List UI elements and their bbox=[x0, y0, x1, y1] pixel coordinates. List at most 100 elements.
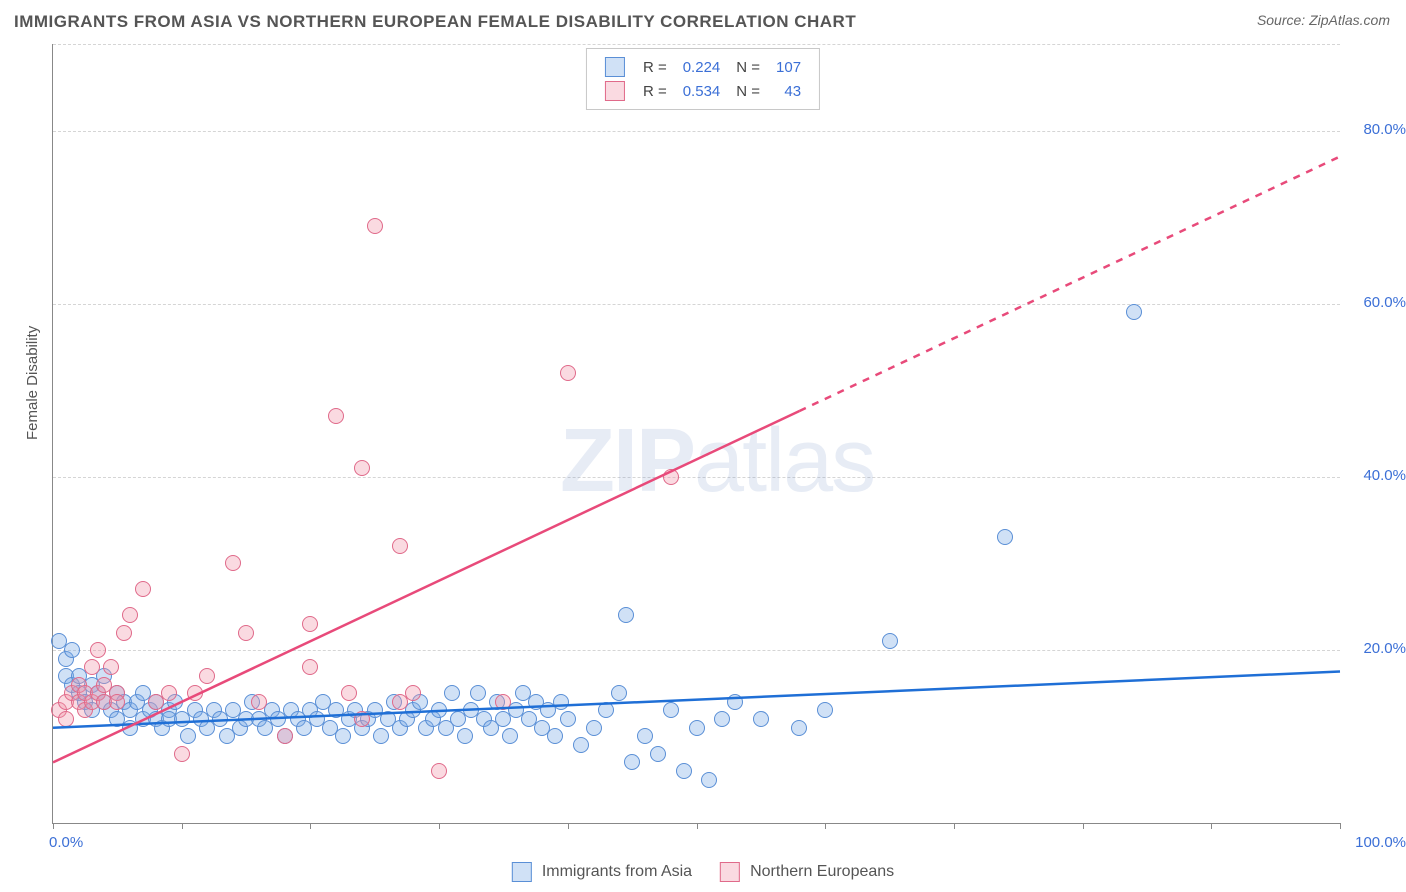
x-tick-mark bbox=[182, 823, 183, 829]
data-point bbox=[135, 581, 151, 597]
x-tick-label: 100.0% bbox=[1355, 834, 1406, 851]
legend-swatch bbox=[605, 81, 625, 101]
n-value: 43 bbox=[768, 79, 809, 103]
x-tick-mark bbox=[1083, 823, 1084, 829]
data-point bbox=[663, 702, 679, 718]
data-point bbox=[373, 728, 389, 744]
data-point bbox=[882, 633, 898, 649]
data-point bbox=[676, 763, 692, 779]
x-tick-mark bbox=[1211, 823, 1212, 829]
data-point bbox=[109, 694, 125, 710]
data-point bbox=[354, 460, 370, 476]
data-point bbox=[618, 607, 634, 623]
data-point bbox=[753, 711, 769, 727]
data-point bbox=[611, 685, 627, 701]
legend-row: R =0.534N =43 bbox=[597, 79, 809, 103]
data-point bbox=[58, 711, 74, 727]
data-point bbox=[187, 685, 203, 701]
source-citation: Source: ZipAtlas.com bbox=[1257, 12, 1390, 28]
scatter-plot-area: 20.0%40.0%60.0%80.0%0.0%100.0% bbox=[52, 44, 1340, 824]
data-point bbox=[116, 625, 132, 641]
x-tick-mark bbox=[568, 823, 569, 829]
correlation-legend: R =0.224N =107R =0.534N =43 bbox=[586, 48, 820, 110]
legend-item: Immigrants from Asia bbox=[512, 862, 692, 882]
data-point bbox=[547, 728, 563, 744]
x-tick-mark bbox=[825, 823, 826, 829]
source-label: Source: bbox=[1257, 12, 1305, 28]
data-point bbox=[997, 529, 1013, 545]
gridline bbox=[53, 44, 1340, 45]
data-point bbox=[161, 685, 177, 701]
x-tick-mark bbox=[310, 823, 311, 829]
data-point bbox=[103, 659, 119, 675]
gridline bbox=[53, 650, 1340, 651]
data-point bbox=[341, 685, 357, 701]
legend-swatch bbox=[720, 862, 740, 882]
legend-item: Northern Europeans bbox=[720, 862, 894, 882]
gridline bbox=[53, 477, 1340, 478]
data-point bbox=[251, 694, 267, 710]
data-point bbox=[714, 711, 730, 727]
data-point bbox=[90, 642, 106, 658]
data-point bbox=[392, 538, 408, 554]
data-point bbox=[560, 711, 576, 727]
x-tick-mark bbox=[954, 823, 955, 829]
data-point bbox=[502, 728, 518, 744]
y-tick-label: 40.0% bbox=[1363, 467, 1406, 484]
legend-row: R = 0.224 N = 107 bbox=[597, 55, 809, 79]
x-tick-mark bbox=[1340, 823, 1341, 829]
stat-label: N = bbox=[736, 83, 760, 100]
correlation-table: R =0.224N =107R =0.534N =43 bbox=[597, 55, 809, 103]
legend-label: Immigrants from Asia bbox=[542, 863, 692, 881]
data-point bbox=[431, 763, 447, 779]
x-tick-mark bbox=[53, 823, 54, 829]
data-point bbox=[431, 702, 447, 718]
x-tick-mark bbox=[439, 823, 440, 829]
y-tick-label: 80.0% bbox=[1363, 121, 1406, 138]
y-tick-label: 20.0% bbox=[1363, 640, 1406, 657]
y-axis-label: Female Disability bbox=[24, 326, 41, 440]
data-point bbox=[553, 694, 569, 710]
data-point bbox=[701, 772, 717, 788]
data-point bbox=[586, 720, 602, 736]
stat-label: N = bbox=[736, 59, 760, 76]
data-point bbox=[199, 668, 215, 684]
data-point bbox=[817, 702, 833, 718]
data-point bbox=[64, 642, 80, 658]
data-point bbox=[354, 711, 370, 727]
data-point bbox=[637, 728, 653, 744]
data-point bbox=[238, 625, 254, 641]
y-tick-label: 60.0% bbox=[1363, 294, 1406, 311]
gridline bbox=[53, 304, 1340, 305]
data-point bbox=[444, 685, 460, 701]
data-point bbox=[302, 616, 318, 632]
data-point bbox=[598, 702, 614, 718]
stat-label: R = bbox=[643, 83, 667, 100]
data-point bbox=[791, 720, 807, 736]
n-value: 107 bbox=[768, 55, 809, 79]
chart-title: IMMIGRANTS FROM ASIA VS NORTHERN EUROPEA… bbox=[14, 12, 856, 32]
data-point bbox=[624, 754, 640, 770]
legend-swatch bbox=[605, 57, 625, 77]
data-point bbox=[727, 694, 743, 710]
data-point bbox=[84, 659, 100, 675]
regression-line-extrapolated bbox=[799, 157, 1340, 411]
x-tick-mark bbox=[697, 823, 698, 829]
data-point bbox=[174, 746, 190, 762]
stat-label: R = bbox=[643, 59, 667, 76]
data-point bbox=[405, 685, 421, 701]
legend-swatch bbox=[512, 862, 532, 882]
data-point bbox=[335, 728, 351, 744]
data-point bbox=[470, 685, 486, 701]
data-point bbox=[122, 607, 138, 623]
gridline bbox=[53, 131, 1340, 132]
source-value: ZipAtlas.com bbox=[1309, 12, 1390, 28]
data-point bbox=[180, 728, 196, 744]
data-point bbox=[457, 728, 473, 744]
data-point bbox=[277, 728, 293, 744]
data-point bbox=[302, 659, 318, 675]
data-point bbox=[495, 694, 511, 710]
data-point bbox=[328, 408, 344, 424]
r-value: 0.224 bbox=[675, 55, 729, 79]
data-point bbox=[663, 469, 679, 485]
